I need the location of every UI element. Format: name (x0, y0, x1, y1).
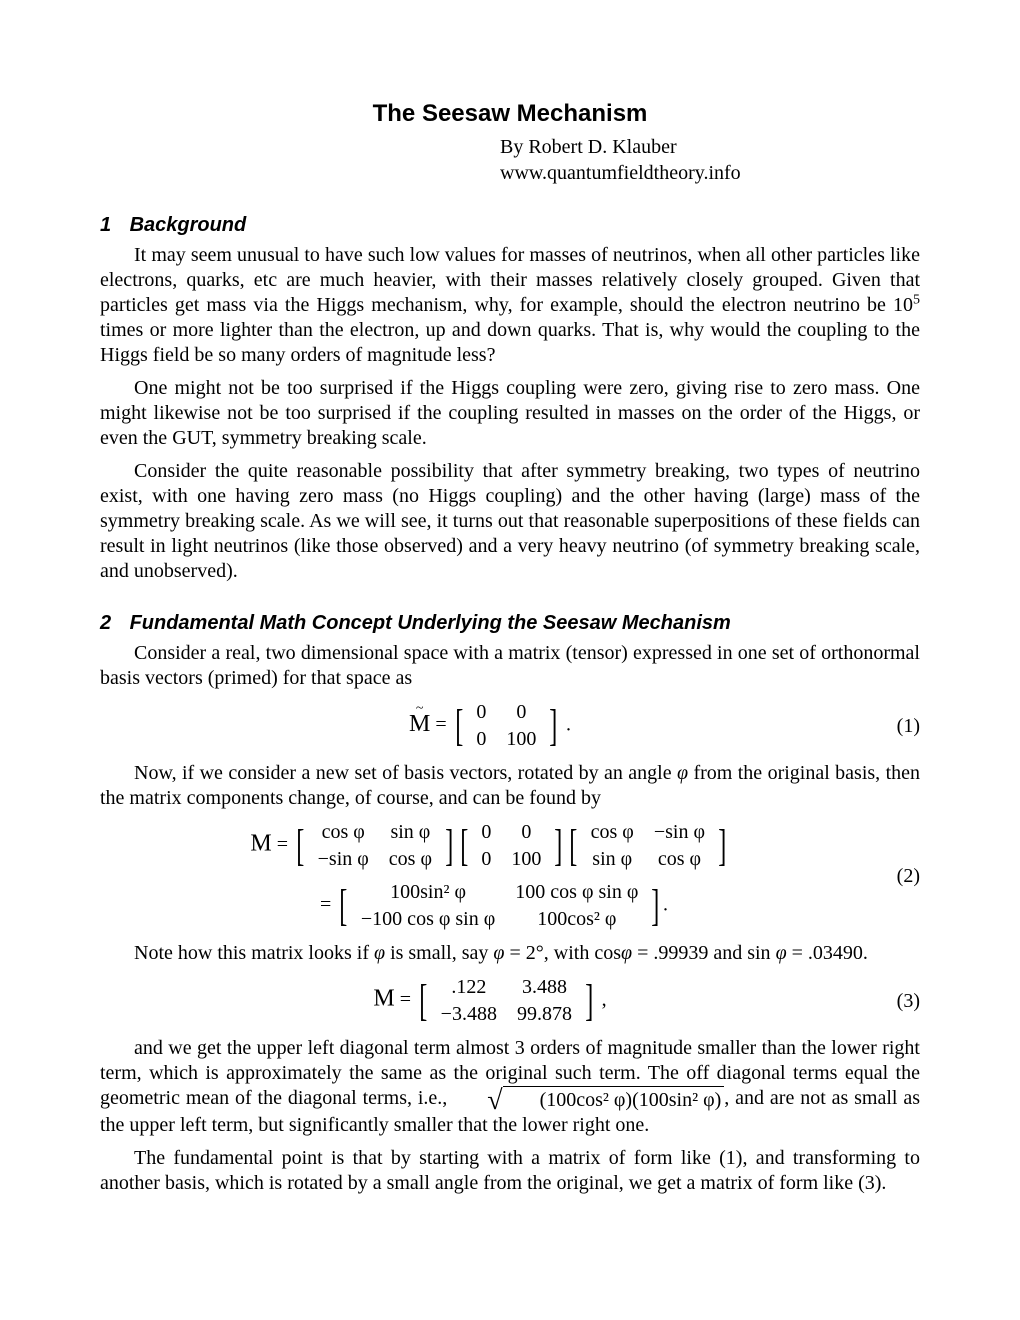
rotR-r2c2: cos φ (644, 846, 715, 873)
p1-text-a: It may seem unusual to have such low val… (100, 244, 920, 316)
matrix-m2: [ 100sin² φ100 cos φ sin φ −100 cos φ si… (336, 879, 663, 933)
equation-2: M = [ cos φsin φ −sin φcos φ ] [ 00 0100… (100, 819, 920, 933)
rbracket-icon: ] (550, 707, 558, 744)
matrix-m1: [ 00 0100 ] (452, 699, 561, 753)
equation-1: M = [ 00 0100 ] . (1) (100, 699, 920, 753)
rotL-r2c2: cos φ (379, 846, 442, 873)
p6-text-b: is small, say (385, 942, 493, 964)
m1-r1c2: 0 (496, 699, 546, 726)
lbracket-icon: [ (296, 827, 304, 864)
p6-text-a: Note how this matrix looks if (134, 942, 374, 964)
rbracket-icon: ] (718, 827, 726, 864)
paragraph-7: and we get the upper left diagonal term … (100, 1036, 920, 1138)
radicand: (100cos² φ)(100sin² φ) (503, 1086, 725, 1113)
rbracket-icon: ] (585, 982, 593, 1019)
paragraph-3: Consider the quite reasonable possibilit… (100, 459, 920, 584)
rotR-r1c2: −sin φ (644, 819, 715, 846)
rotR-r1c1: cos φ (581, 819, 644, 846)
m3-r2c1: −3.488 (431, 1001, 507, 1028)
paragraph-2: One might not be too surprised if the Hi… (100, 376, 920, 451)
m2-r2c1: −100 cos φ sin φ (351, 906, 505, 933)
matrix-m1b: [ 00 0100 ] (457, 819, 566, 873)
rotL-r2c1: −sin φ (308, 846, 379, 873)
eq3-center: M = [ .1223.488 −3.48899.878 ] , (100, 974, 880, 1028)
paragraph-1: It may seem unusual to have such low val… (100, 243, 920, 368)
p6-text-c: = 2°, with cos (504, 942, 621, 964)
eq-num-2: (2) (880, 865, 920, 888)
radical-icon: √ (453, 1088, 502, 1113)
p6-text-e: = .03490. (787, 942, 868, 964)
p1-text-b: times or more lighter than the electron,… (100, 319, 920, 366)
m3-r2c2: 99.878 (507, 1001, 582, 1028)
exp-5: 5 (913, 292, 920, 307)
author-line: By Robert D. Klauber (500, 134, 920, 160)
m1b-r2c2: 100 (501, 846, 551, 873)
rad-a: (100cos² φ) (540, 1089, 633, 1111)
eq-num-1: (1) (880, 715, 920, 738)
section-heading-1: 1 Background (100, 214, 920, 237)
paragraph-8: The fundamental point is that by startin… (100, 1146, 920, 1196)
m3-r1c1: .122 (431, 974, 507, 1001)
paragraph-5: Now, if we consider a new set of basis v… (100, 761, 920, 811)
rotR-r2c1: sin φ (581, 846, 644, 873)
matrix-rotL: [ cos φsin φ −sin φcos φ ] (293, 819, 457, 873)
rad-b: (100sin² φ) (632, 1089, 721, 1111)
byline-block: By Robert D. Klauber www.quantumfieldthe… (500, 134, 920, 186)
m1-r2c1: 0 (466, 726, 496, 753)
paragraph-6: Note how this matrix looks if φ is small… (100, 941, 920, 966)
section-title-1: Background (130, 214, 247, 236)
lbracket-icon: [ (419, 982, 427, 1019)
section-num-1: 1 (100, 214, 124, 237)
equation-3: M = [ .1223.488 −3.48899.878 ] , (3) (100, 974, 920, 1028)
rbracket-icon: ] (555, 827, 563, 864)
lbracket-icon: [ (455, 707, 463, 744)
phi-3: φ (493, 942, 504, 964)
section-title-2: Fundamental Math Concept Underlying the … (130, 612, 731, 634)
paragraph-4: Consider a real, two dimensional space w… (100, 641, 920, 691)
phi-5: φ (776, 942, 787, 964)
section-heading-2: 2 Fundamental Math Concept Underlying th… (100, 612, 920, 635)
page-title: The Seesaw Mechanism (100, 100, 920, 128)
lbracket-icon: [ (569, 827, 577, 864)
script-M-2: M (373, 986, 394, 1012)
rotL-r1c1: cos φ (308, 819, 379, 846)
rbracket-icon: ] (445, 827, 453, 864)
script-M-tilde: M (409, 711, 430, 737)
lbracket-icon: [ (460, 827, 468, 864)
m2-r1c2: 100 cos φ sin φ (505, 879, 648, 906)
section-num-2: 2 (100, 612, 124, 635)
page: The Seesaw Mechanism By Robert D. Klaube… (0, 0, 1020, 1264)
script-M-1: M (250, 831, 271, 857)
matrix-m3: [ .1223.488 −3.48899.878 ] (416, 974, 597, 1028)
m3-r1c2: 3.488 (507, 974, 582, 1001)
eq2-center: M = [ cos φsin φ −sin φcos φ ] [ 00 0100… (100, 819, 880, 933)
m1-r1c1: 0 (466, 699, 496, 726)
m1b-r2c1: 0 (471, 846, 501, 873)
rotL-r1c2: sin φ (379, 819, 442, 846)
lbracket-icon: [ (340, 887, 348, 924)
p6-text-d: = .99939 and sin (632, 942, 776, 964)
sqrt-expr: √(100cos² φ)(100sin² φ) (453, 1086, 724, 1113)
m1-r2c2: 100 (496, 726, 546, 753)
phi-1: φ (677, 762, 688, 784)
m2-r2c2: 100cos² φ (505, 906, 648, 933)
phi-2: φ (374, 942, 385, 964)
m2-r1c1: 100sin² φ (351, 879, 505, 906)
matrix-rotR: [ cos φ−sin φ sin φcos φ ] (566, 819, 730, 873)
phi-4: φ (621, 942, 632, 964)
m1b-r1c1: 0 (471, 819, 501, 846)
m1b-r1c2: 0 (501, 819, 551, 846)
rbracket-icon: ] (652, 887, 660, 924)
eq1-center: M = [ 00 0100 ] . (100, 699, 880, 753)
p5-text-a: Now, if we consider a new set of basis v… (134, 762, 677, 784)
url-line: www.quantumfieldtheory.info (500, 160, 920, 186)
eq-num-3: (3) (880, 990, 920, 1013)
